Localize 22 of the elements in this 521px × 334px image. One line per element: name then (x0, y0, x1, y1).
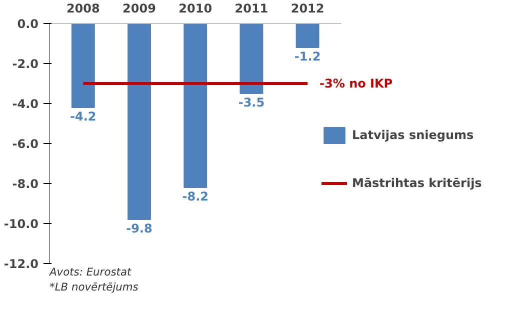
annotation: -3% no IKP (320, 76, 393, 90)
x-tick-label: 2012 (290, 2, 324, 16)
data-label: -4.2 (70, 110, 96, 124)
y-tick-label: -2.0 (12, 57, 39, 71)
y-tick-label: -6.0 (12, 137, 39, 151)
y-tick-label: -8.0 (12, 177, 39, 191)
x-tick-label: 2009 (122, 2, 156, 16)
legend-label: Māstrihtas kritērijs (352, 176, 482, 190)
y-tick-label: -10.0 (4, 217, 39, 231)
x-tick-label: 2011 (234, 2, 268, 16)
data-label: -3.5 (238, 96, 265, 110)
data-label: -9.8 (126, 222, 152, 236)
y-tick-label: 0.0 (17, 17, 39, 31)
x-tick-label: 2010 (178, 2, 212, 16)
data-label: -1.2 (294, 50, 321, 64)
y-tick-label: -12.0 (4, 257, 39, 271)
data-label: -8.2 (182, 190, 208, 204)
text: Avots: Eurostat (48, 266, 132, 278)
text: *LB novērtējums (50, 280, 139, 294)
x-tick-label: 2008 (66, 2, 100, 16)
y-tick-label: -4.0 (12, 97, 39, 111)
legend-label: Latvijas sniegums (352, 128, 474, 142)
